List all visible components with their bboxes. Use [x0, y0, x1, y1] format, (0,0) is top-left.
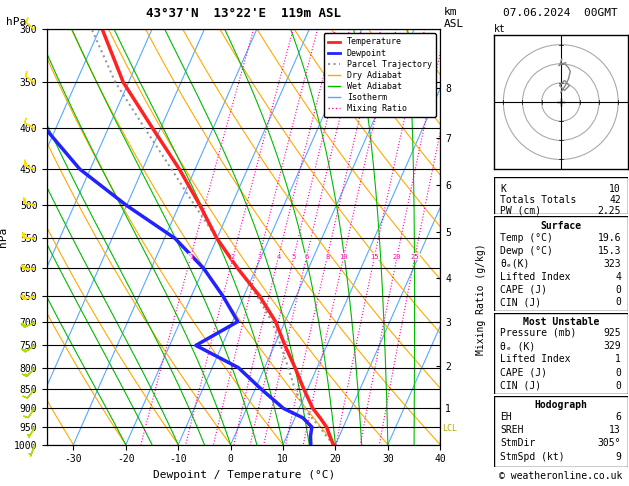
Text: 13: 13	[610, 425, 621, 435]
Legend: Temperature, Dewpoint, Parcel Trajectory, Dry Adiabat, Wet Adiabat, Isotherm, Mi: Temperature, Dewpoint, Parcel Trajectory…	[324, 34, 436, 117]
Text: km: km	[443, 7, 457, 17]
Text: 4: 4	[615, 272, 621, 282]
Text: 0: 0	[615, 284, 621, 295]
Text: Temp (°C): Temp (°C)	[501, 233, 554, 243]
Text: 925: 925	[603, 328, 621, 338]
Text: CAPE (J): CAPE (J)	[501, 284, 547, 295]
Text: 2: 2	[231, 254, 235, 260]
Text: 25: 25	[411, 254, 419, 260]
Y-axis label: hPa: hPa	[0, 227, 8, 247]
Text: EH: EH	[501, 412, 512, 421]
Text: 1: 1	[615, 354, 621, 364]
Text: Hodograph: Hodograph	[534, 399, 587, 410]
Text: Dewp (°C): Dewp (°C)	[501, 246, 554, 256]
Text: Surface: Surface	[540, 221, 581, 231]
Text: 5: 5	[292, 254, 296, 260]
Text: 0: 0	[615, 367, 621, 378]
Text: PW (cm): PW (cm)	[501, 206, 542, 216]
Text: 43°37'N  13°22'E  119m ASL: 43°37'N 13°22'E 119m ASL	[146, 7, 342, 20]
Text: 20: 20	[392, 254, 401, 260]
Text: 305°: 305°	[598, 438, 621, 449]
Text: Mixing Ratio (g/kg): Mixing Ratio (g/kg)	[476, 243, 486, 355]
Text: 15: 15	[370, 254, 379, 260]
Text: 07.06.2024  00GMT  (Base: 06): 07.06.2024 00GMT (Base: 06)	[503, 7, 629, 17]
Text: CIN (J): CIN (J)	[501, 381, 542, 391]
Text: 323: 323	[603, 259, 621, 269]
Text: 15.3: 15.3	[598, 246, 621, 256]
Text: StmDir: StmDir	[501, 438, 536, 449]
Text: ASL: ASL	[443, 19, 464, 30]
Text: StmSpd (kt): StmSpd (kt)	[501, 452, 565, 462]
Text: Lifted Index: Lifted Index	[501, 354, 571, 364]
Text: 329: 329	[603, 341, 621, 351]
X-axis label: Dewpoint / Temperature (°C): Dewpoint / Temperature (°C)	[153, 470, 335, 480]
Text: 10: 10	[610, 184, 621, 194]
Text: 6: 6	[615, 412, 621, 421]
Text: Totals Totals: Totals Totals	[501, 195, 577, 205]
Text: 0: 0	[615, 297, 621, 307]
Text: 0: 0	[615, 381, 621, 391]
Text: 9: 9	[615, 452, 621, 462]
Text: K: K	[501, 184, 506, 194]
Text: 8: 8	[325, 254, 330, 260]
Text: 6: 6	[304, 254, 309, 260]
Text: Pressure (mb): Pressure (mb)	[501, 328, 577, 338]
Text: θₑ(K): θₑ(K)	[501, 259, 530, 269]
Text: SREH: SREH	[501, 425, 524, 435]
Text: 42: 42	[610, 195, 621, 205]
Text: CAPE (J): CAPE (J)	[501, 367, 547, 378]
Text: kt: kt	[494, 24, 506, 35]
Text: 2.25: 2.25	[598, 206, 621, 216]
Text: CIN (J): CIN (J)	[501, 297, 542, 307]
Text: θₑ (K): θₑ (K)	[501, 341, 536, 351]
Text: Lifted Index: Lifted Index	[501, 272, 571, 282]
Text: © weatheronline.co.uk: © weatheronline.co.uk	[499, 471, 623, 481]
Text: 3: 3	[257, 254, 262, 260]
Text: Most Unstable: Most Unstable	[523, 317, 599, 328]
Text: hPa: hPa	[6, 17, 26, 27]
Text: 10: 10	[340, 254, 348, 260]
Text: 19.6: 19.6	[598, 233, 621, 243]
Text: 1: 1	[189, 254, 193, 260]
Text: 4: 4	[276, 254, 281, 260]
Text: LCL: LCL	[442, 424, 457, 434]
